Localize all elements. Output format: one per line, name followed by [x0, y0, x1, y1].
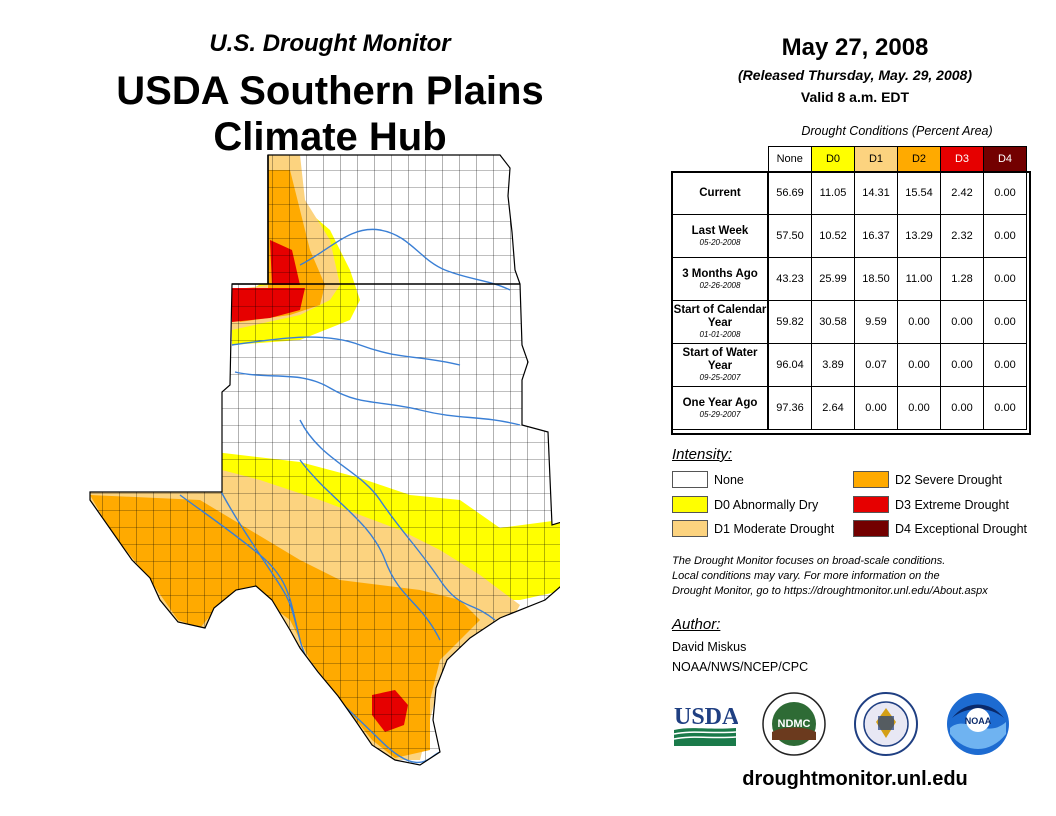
col-header-d0: D0 — [811, 146, 855, 172]
table-row: Start of Calendar Year 01-01-2008 59.82 3… — [672, 300, 1027, 344]
author-info: David Miskus NOAA/NWS/NCEP/CPC — [672, 637, 808, 677]
table-cell: 0.00 — [897, 343, 941, 387]
table-row: Current 56.69 11.05 14.31 15.54 2.42 0.0… — [672, 171, 1027, 215]
table-cell: 43.23 — [767, 257, 812, 301]
table-cell: 0.00 — [940, 343, 984, 387]
table-cell: 16.37 — [854, 214, 898, 258]
table-cell: 59.82 — [767, 300, 812, 344]
col-header-d1: D1 — [854, 146, 898, 172]
row-label: Start of Water Year 09-25-2007 — [672, 343, 769, 387]
table-cell: 0.00 — [940, 300, 984, 344]
commerce-seal-logo — [854, 692, 918, 756]
map-date: May 27, 2008 — [781, 34, 929, 61]
svg-text:NDMC: NDMC — [778, 718, 811, 730]
legend-item-d1: D1 Moderate Drought — [672, 520, 834, 537]
table-cell: 2.42 — [940, 171, 984, 215]
row-label: 3 Months Ago 02-26-2008 — [672, 257, 769, 301]
table-cell: 0.00 — [854, 386, 898, 430]
author-title: Author: — [672, 616, 721, 633]
table-cell: 3.89 — [811, 343, 855, 387]
col-header-d3: D3 — [940, 146, 984, 172]
svg-text:NOAA: NOAA — [965, 716, 992, 726]
table-cell: 13.29 — [897, 214, 941, 258]
col-header-d2: D2 — [897, 146, 941, 172]
river-pecos — [214, 479, 301, 641]
noaa-logo: NOAA — [947, 693, 1009, 755]
table-cell: 11.00 — [897, 257, 941, 301]
table-cell: 9.59 — [854, 300, 898, 344]
table-row: One Year Ago 05-29-2007 97.36 2.64 0.00 0… — [672, 386, 1027, 430]
legend-swatch — [853, 520, 889, 537]
drought-map — [89, 154, 560, 766]
river-colorado — [299, 459, 441, 641]
table-cell: 0.07 — [854, 343, 898, 387]
legend-swatch — [853, 471, 889, 488]
author-org: NOAA/NWS/NCEP/CPC — [672, 660, 809, 674]
table-row: Start of Water Year 09-25-2007 96.04 3.89… — [672, 343, 1027, 387]
svg-text:USDA: USDA — [674, 704, 738, 730]
usda-logo: USDA — [673, 704, 738, 746]
legend-item-d4: D4 Exceptional Drought — [853, 520, 1027, 537]
map-title: USDA Southern Plains Climate Hub — [90, 68, 570, 160]
row-label: Start of Calendar Year 01-01-2008 — [672, 300, 769, 344]
river-brazos — [299, 419, 496, 621]
legend-title: Intensity: — [672, 446, 733, 463]
table-cell: 15.54 — [897, 171, 941, 215]
table-caption: Drought Conditions (Percent Area) — [801, 124, 993, 138]
legend-item-d0: D0 Abnormally Dry — [672, 496, 818, 513]
release-date: (Released Thursday, May. 29, 2008) — [738, 67, 972, 83]
river-arkansas — [299, 228, 511, 291]
table-cell: 0.00 — [983, 300, 1027, 344]
row-label: Current — [672, 171, 769, 215]
rivers — [179, 228, 521, 764]
table-row: 3 Months Ago 02-26-2008 43.23 25.99 18.50… — [672, 257, 1027, 301]
table-cell: 18.50 — [854, 257, 898, 301]
table-cell: 56.69 — [767, 171, 812, 215]
table-cell: 25.99 — [811, 257, 855, 301]
legend-swatch — [672, 496, 708, 513]
table-cell: 0.00 — [983, 343, 1027, 387]
table-cell: 11.05 — [811, 171, 855, 215]
map-title-line2: Climate Hub — [213, 115, 447, 159]
col-header-none: None — [767, 146, 812, 172]
ndmc-logo: NDMC — [762, 692, 826, 756]
table-cell: 2.64 — [811, 386, 855, 430]
row-label: Last Week 05-20-2008 — [672, 214, 769, 258]
table-cell: 1.28 — [940, 257, 984, 301]
legend-swatch — [672, 471, 708, 488]
legend-item-d3: D3 Extreme Drought — [853, 496, 1009, 513]
row-label: One Year Ago 05-29-2007 — [672, 386, 769, 430]
disclaimer-note: The Drought Monitor focuses on broad-sca… — [672, 555, 988, 597]
drought-conditions-table: None D0 D1 D2 D3 D4 Current 56.69 11.05 … — [672, 146, 1027, 430]
valid-time: Valid 8 a.m. EDT — [800, 89, 910, 105]
legend-item-none: None — [672, 471, 744, 488]
river-red — [234, 371, 521, 426]
table-cell: 0.00 — [897, 300, 941, 344]
footer-url[interactable]: droughtmonitor.unl.edu — [742, 768, 968, 790]
table-cell: 57.50 — [767, 214, 812, 258]
table-cell: 0.00 — [897, 386, 941, 430]
table-cell: 30.58 — [811, 300, 855, 344]
table-cell: 97.36 — [767, 386, 812, 430]
river-canadian — [231, 336, 461, 366]
table-cell: 96.04 — [767, 343, 812, 387]
legend-swatch — [672, 520, 708, 537]
table-row: Last Week 05-20-2008 57.50 10.52 16.37 13… — [672, 214, 1027, 258]
table-cell: 0.00 — [983, 214, 1027, 258]
county-grid — [90, 155, 560, 765]
map-subtitle: U.S. Drought Monitor — [209, 30, 451, 57]
table-cell: 0.00 — [940, 386, 984, 430]
col-header-d4: D4 — [983, 146, 1027, 172]
table-cell: 0.00 — [983, 386, 1027, 430]
map-title-line1: USDA Southern Plains — [116, 69, 544, 113]
table-cell: 0.00 — [983, 171, 1027, 215]
table-cell: 14.31 — [854, 171, 898, 215]
author-name: David Miskus — [672, 640, 747, 654]
legend-swatch — [853, 496, 889, 513]
table-cell: 10.52 — [811, 214, 855, 258]
table-cell: 2.32 — [940, 214, 984, 258]
legend-item-d2: D2 Severe Drought — [853, 471, 1002, 488]
table-cell: 0.00 — [983, 257, 1027, 301]
